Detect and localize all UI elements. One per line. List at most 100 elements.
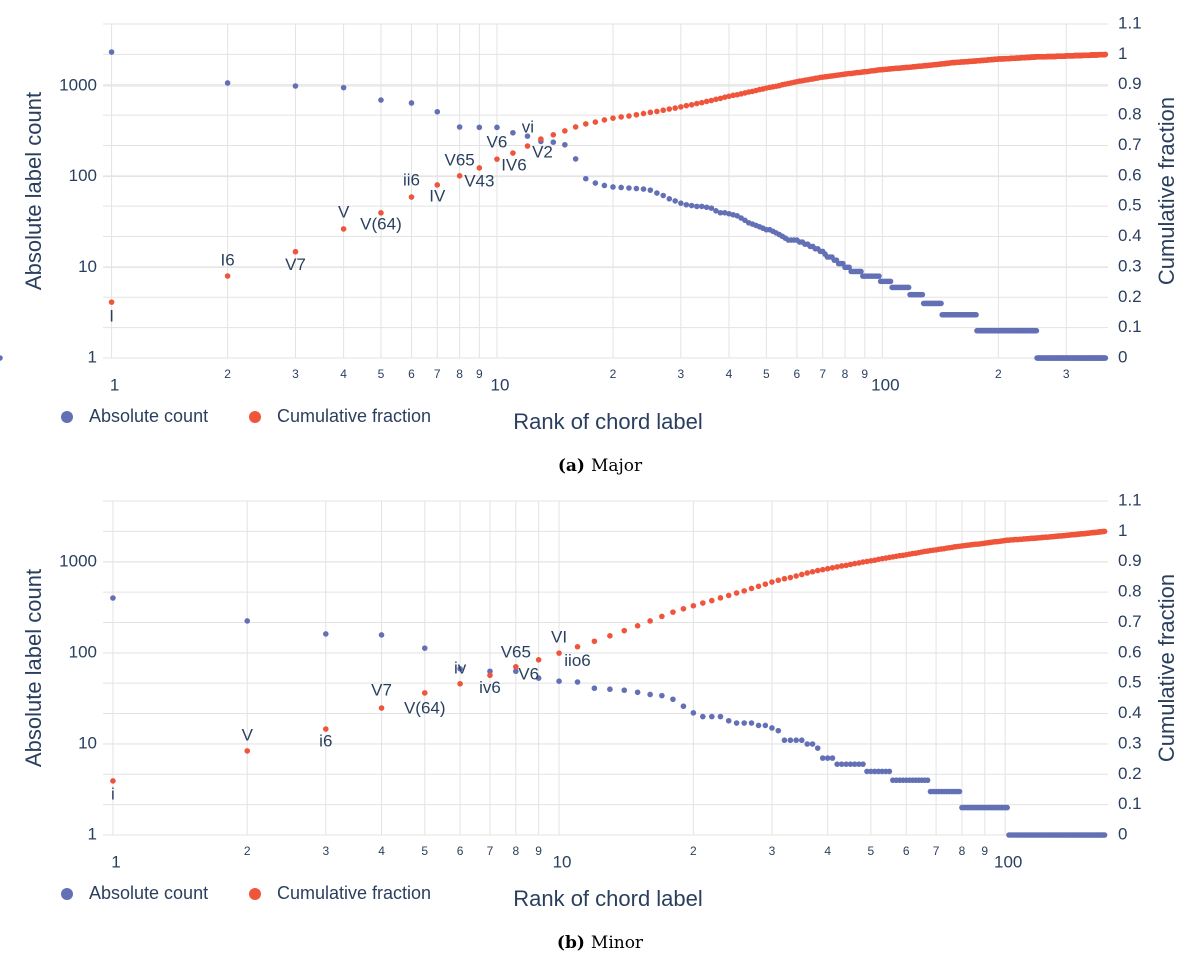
data-point [694,203,700,210]
data-point [601,117,608,123]
x-tick-label: 5 [868,844,875,858]
x-tick-label: 9 [476,367,483,381]
data-point [688,101,695,108]
data-point [846,264,852,271]
y2-tick-label: 0.8 [1118,582,1142,601]
annotation: V2 [532,143,553,162]
y2-tick-label: 0.5 [1118,196,1142,215]
data-point [621,687,628,694]
x-tick-label: 100 [994,852,1022,871]
data-point [678,104,684,110]
caption-label: (a) [558,456,585,476]
x-tick-label: 2 [244,844,251,858]
legend-label: Absolute count [89,883,208,903]
data-point [793,573,799,579]
x-tick-label: 5 [421,844,428,858]
data-point [634,622,641,629]
data-point [769,579,775,585]
y-tick-label: 1000 [59,75,97,94]
y2-tick-label: 1 [1118,44,1127,63]
data-point [378,210,384,216]
x-tick-label: 2 [224,367,231,381]
data-point [456,124,463,130]
x-tick-label: 8 [512,844,519,858]
data-point [725,592,732,599]
data-point [513,668,519,675]
data-point [819,566,826,573]
y2-tick-label: 0.7 [1118,612,1142,631]
data-point [378,97,384,103]
x-tick-label: 3 [322,844,329,858]
data-point [683,102,690,109]
x-tick-label: 4 [340,367,347,381]
data-point [755,583,762,590]
data-point [556,650,562,656]
data-point [108,49,115,55]
x-tick-label: 4 [378,844,385,858]
data-point [829,755,836,761]
y2-axis-title: Cumulative fraction [1154,574,1179,762]
data-point [804,570,811,576]
y2-tick-label: 0.4 [1118,226,1142,245]
data-point [1033,327,1040,334]
data-point [876,273,882,279]
data-point [713,208,719,214]
data-point [582,175,589,182]
data-point [535,657,542,663]
data-point [924,777,931,784]
data-point [851,761,858,767]
data-point [640,110,647,117]
x-tick-label: 7 [933,844,940,858]
data-point [858,268,864,275]
data-point [938,300,944,307]
data-point [887,278,894,285]
data-point [647,187,654,193]
data-point [748,720,755,726]
data-point [244,618,251,624]
data-point [659,613,665,620]
y2-tick-label: 0 [1118,347,1127,366]
data-point [683,201,690,208]
data-point [494,124,500,131]
data-point [700,713,706,720]
data-point [591,638,598,645]
data-point [787,574,794,581]
annotation: I6 [221,251,235,270]
data-point [678,200,684,206]
data-point [838,761,845,767]
annotation: V [242,725,254,744]
annotation: V7 [371,681,392,700]
data-point [550,132,557,138]
data-point [1102,51,1109,58]
y2-tick-label: 0.2 [1118,764,1142,783]
x-tick-label: 4 [824,844,831,858]
annotation: V(64) [404,698,446,717]
data-point [562,141,568,148]
data-point [824,565,831,572]
data-point [340,84,347,91]
annotation: V65 [445,150,475,169]
data-point [550,139,557,146]
x-axis-title: Rank of chord label [513,409,703,434]
data-point [634,689,641,696]
y2-tick-label: 0.2 [1118,287,1142,306]
data-point [798,737,805,744]
data-point [408,194,415,200]
data-point [0,355,3,361]
data-point [919,291,926,298]
data-point [574,679,581,685]
data-point [421,645,428,651]
x-tick-label: 1 [110,375,119,394]
x-tick-label: 6 [408,367,415,381]
data-point [733,590,740,596]
data-point [647,618,653,624]
data-point [591,685,598,692]
data-point [717,95,724,102]
data-point [633,185,640,192]
data-point [647,691,653,698]
y2-tick-label: 1.1 [1118,490,1142,509]
x-tick-label: 3 [678,367,685,381]
data-point [457,666,463,672]
data-point [793,737,799,744]
